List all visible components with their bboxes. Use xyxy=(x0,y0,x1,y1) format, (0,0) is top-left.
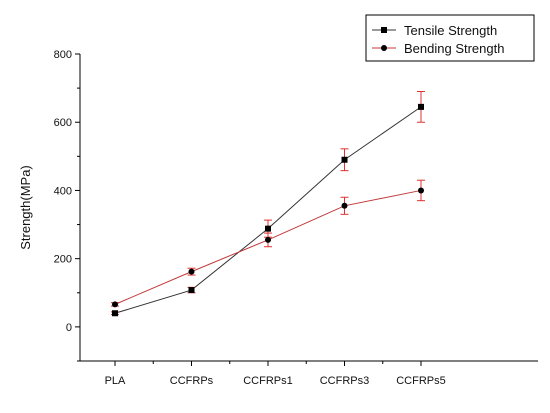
data-point xyxy=(112,301,118,308)
y-tick-label: 800 xyxy=(54,49,72,61)
y-tick-label: 600 xyxy=(54,117,72,129)
series-layer xyxy=(111,91,425,317)
series-line xyxy=(114,189,422,305)
data-point xyxy=(112,310,118,317)
x-tick-label: PLA xyxy=(105,375,126,387)
axes xyxy=(79,54,538,362)
x-tick-label: CCFRPs xyxy=(170,375,214,387)
legend-marker xyxy=(381,27,387,33)
data-point xyxy=(265,225,271,232)
legend-label: Tensile Strength xyxy=(404,23,497,38)
y-axis-label: Strength(MPa) xyxy=(18,165,33,250)
data-point xyxy=(341,156,348,163)
series-0 xyxy=(111,91,425,317)
series-1 xyxy=(111,179,425,308)
x-tick-label: CCFRPs1 xyxy=(243,375,293,387)
data-point xyxy=(341,202,348,209)
x-ticks: PLA CCFRPs CCFRPs1 CCFRPs3 CCFRPs5 xyxy=(105,361,446,387)
y-tick-label: 400 xyxy=(54,185,72,197)
legend: Tensile Strength Bending Strength xyxy=(365,14,535,62)
y-tick-label: 0 xyxy=(66,322,72,334)
y-ticks: 0 200 400 600 800 xyxy=(54,49,80,362)
data-point xyxy=(418,103,424,110)
legend-label: Bending Strength xyxy=(404,41,504,56)
data-point xyxy=(265,236,271,243)
data-point xyxy=(188,268,195,275)
data-point xyxy=(418,187,424,194)
y-tick-label: 200 xyxy=(54,254,72,266)
x-tick-label: CCFRPs3 xyxy=(320,375,370,387)
series-line xyxy=(114,106,422,314)
legend-marker xyxy=(381,45,387,51)
x-tick-label: CCFRPs5 xyxy=(396,375,446,387)
data-point xyxy=(188,287,195,294)
legend-box xyxy=(365,14,535,62)
